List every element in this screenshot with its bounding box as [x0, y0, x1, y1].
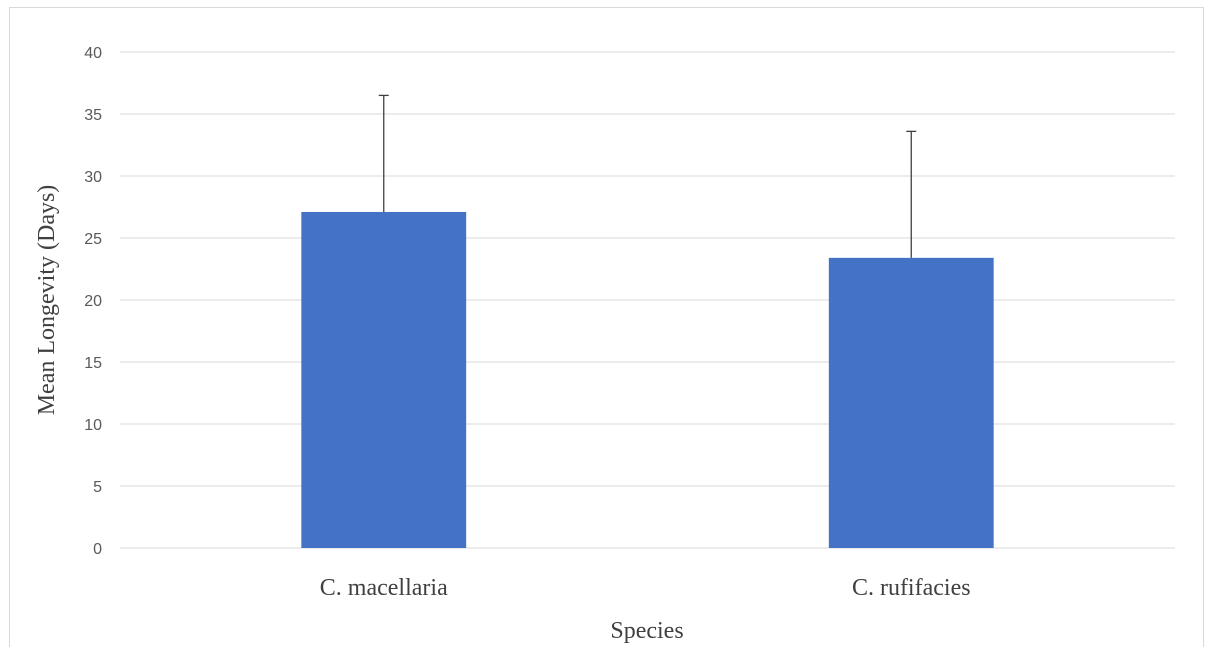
- y-tick-label: 15: [84, 355, 102, 372]
- y-tick-label: 30: [84, 169, 102, 186]
- error-bars: [378, 94, 917, 258]
- y-tick-label: 10: [84, 417, 102, 434]
- bar: [301, 211, 467, 548]
- y-tick-label: 5: [93, 479, 102, 496]
- y-tick-label: 35: [84, 107, 102, 124]
- chart-frame: [9, 7, 1204, 647]
- x-axis-category-labels: C. macellaria C. rufifacies: [320, 575, 971, 601]
- y-tick-label: 25: [84, 231, 102, 248]
- bars: [301, 211, 994, 548]
- y-tick-label: 20: [84, 293, 102, 310]
- y-axis-tick-labels: 0 5 10 15 20 25 30 35 40: [84, 45, 102, 558]
- x-category-label: C. macellaria: [320, 575, 448, 601]
- x-axis-title: Species: [610, 618, 683, 644]
- gridlines: [120, 51, 1175, 549]
- y-tick-label: 0: [93, 541, 102, 558]
- x-category-label: C. rufifacies: [852, 575, 971, 601]
- y-axis-title: Mean Longevity (Days): [34, 185, 60, 416]
- y-tick-label: 40: [84, 45, 102, 62]
- bar: [828, 257, 994, 548]
